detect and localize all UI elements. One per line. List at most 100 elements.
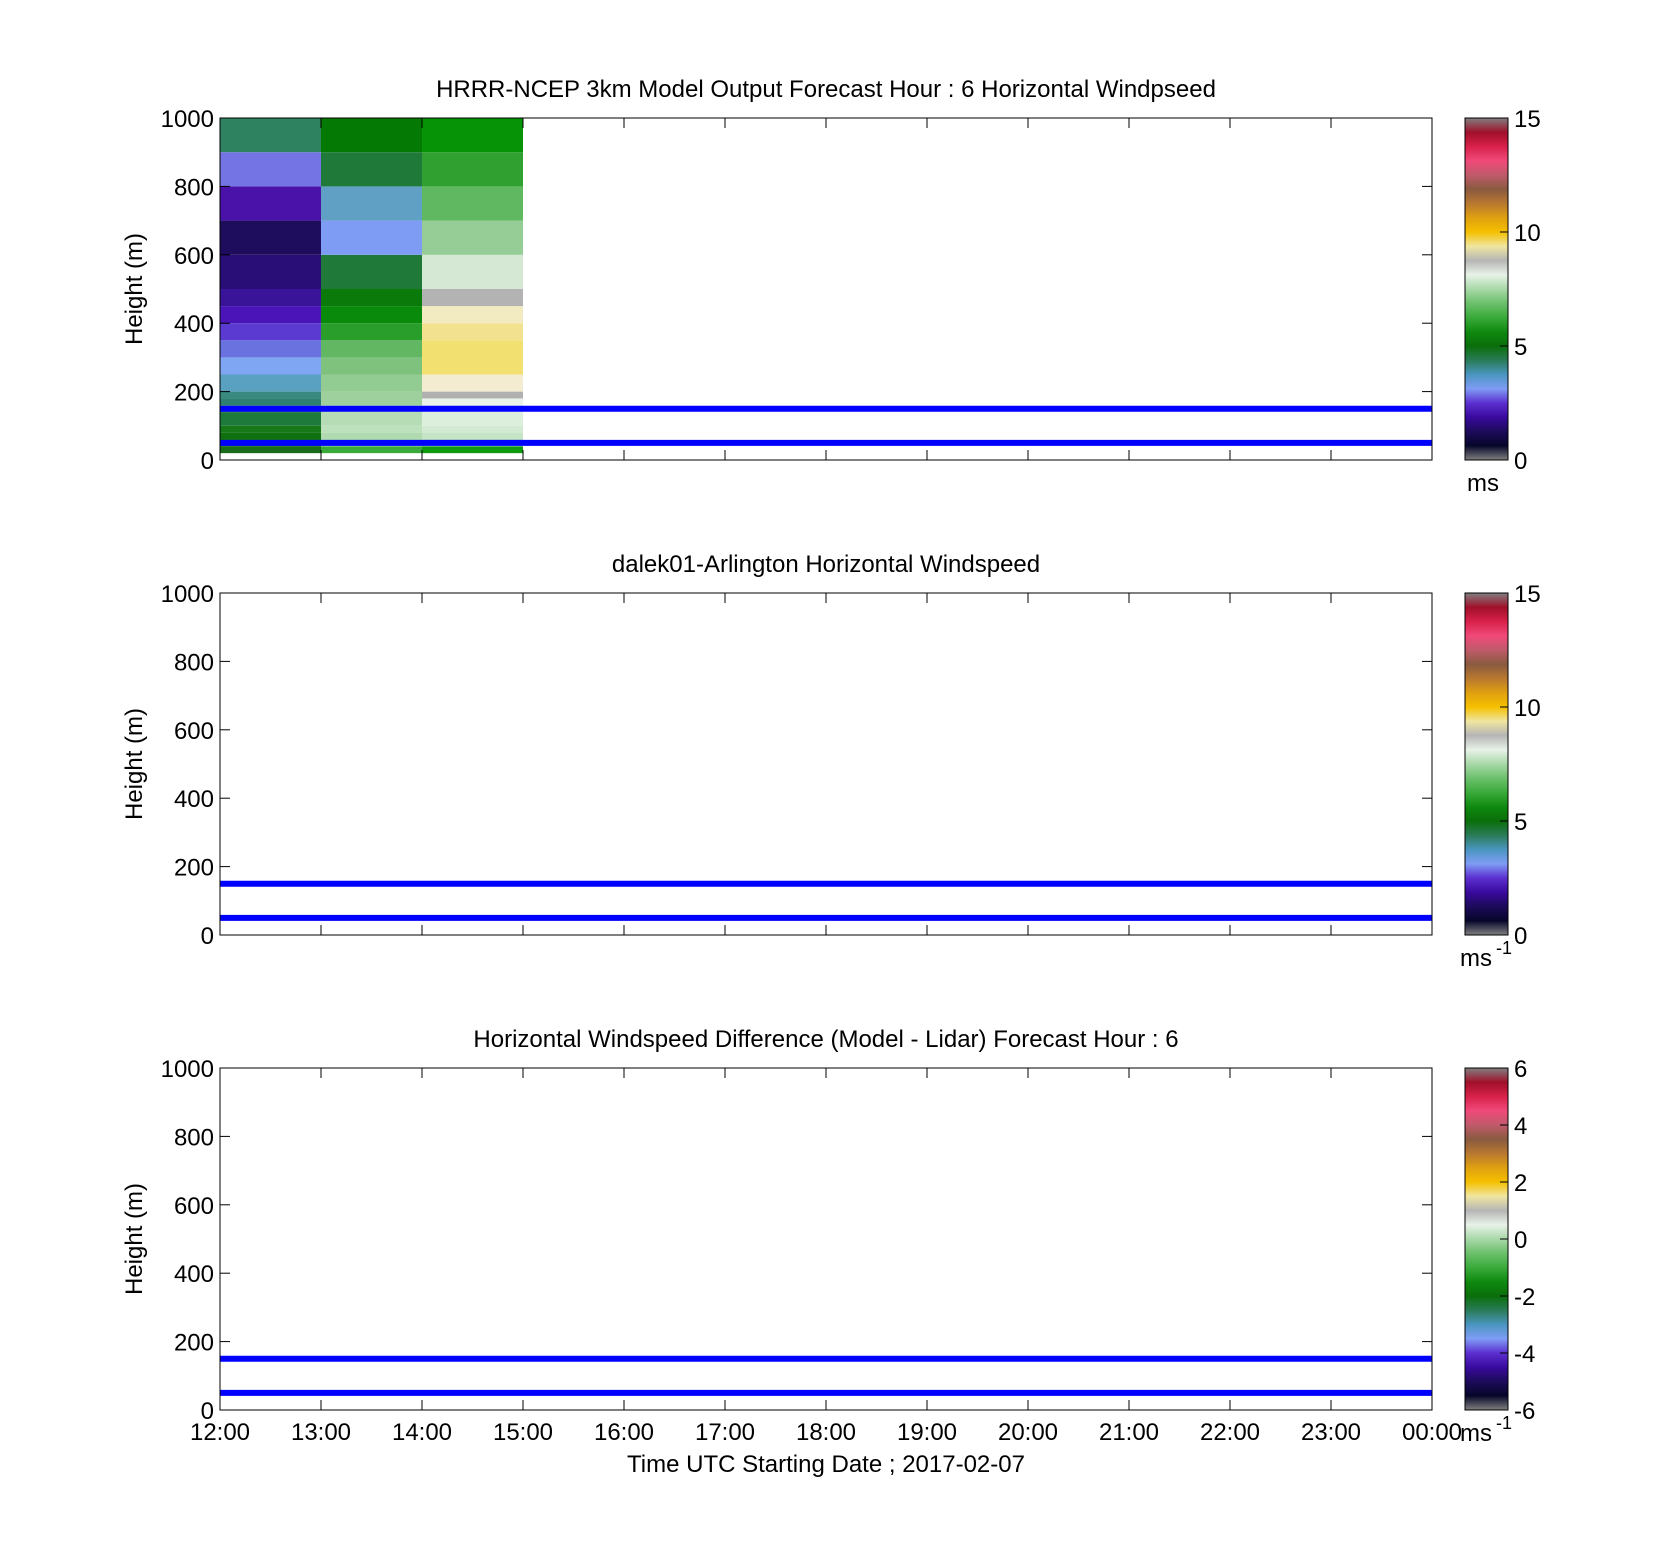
heatmap-cell [422,254,523,289]
heatmap-cell [220,289,321,307]
x-tick-label: 00:00 [1402,1419,1462,1446]
heatmap-cell [321,118,422,153]
heatmap-cell [321,323,422,341]
heatmap-cell [220,391,321,399]
heatmap-cell [422,306,523,324]
colorbar-tick-label: 6 [1514,1056,1527,1083]
heatmap-cell [321,425,422,433]
heatmap-cell [220,118,321,153]
heatmap-cell [220,398,321,406]
panel-title: HRRR-NCEP 3km Model Output Forecast Hour… [436,76,1216,103]
heatmap-cell [220,432,321,440]
y-axis-label: Height (m) [121,233,148,345]
colorbar-unit: ms [1460,945,1492,972]
y-tick-label: 200 [174,1330,214,1357]
heatmap-cell [220,323,321,341]
heatmap-cell [220,374,321,392]
y-tick-label: 200 [174,855,214,882]
y-tick-label: 1000 [161,106,214,133]
x-tick-label: 14:00 [392,1419,452,1446]
heatmap-cell [220,412,321,426]
x-tick-label: 18:00 [796,1419,856,1446]
colorbar [1465,118,1508,460]
heatmap-cell [220,425,321,433]
heatmap-cell [422,374,523,392]
colorbar-tick-label: 10 [1514,220,1541,247]
y-tick-label: 600 [174,243,214,270]
y-axis-label: Height (m) [121,708,148,820]
heatmap-cell [321,432,422,440]
y-tick-label: 200 [174,380,214,407]
heatmap-cell [321,340,422,358]
heatmap-cell [220,340,321,358]
colorbar-tick-label: 0 [1514,448,1527,475]
heatmap-cell [422,340,523,375]
heatmap-cell [321,412,422,426]
heatmap-cell [422,432,523,440]
colorbar-unit-exponent: -1 [1496,1413,1512,1433]
heatmap-cell [422,425,523,433]
colorbar-unit-exponent: -1 [1496,938,1512,958]
colorbar-tick-label: 5 [1514,334,1527,361]
colorbar-frame [1464,117,1509,461]
heatmap-cell [422,220,523,255]
y-tick-label: 400 [174,1261,214,1288]
colorbar-tick-label: 0 [1514,1227,1527,1254]
x-tick-label: 15:00 [493,1419,553,1446]
y-tick-label: 0 [201,1398,214,1425]
y-tick-label: 800 [174,649,214,676]
heatmap-cell [321,357,422,375]
colorbar-tick-label: -2 [1514,1284,1535,1311]
colorbar-tick-label: 5 [1514,809,1527,836]
panel-title: Horizontal Windspeed Difference (Model -… [473,1026,1178,1053]
colorbar-unit: ms [1460,1420,1492,1447]
heatmap-cell [422,412,523,426]
colorbar-tick-label: 15 [1514,106,1541,133]
x-tick-label: 22:00 [1200,1419,1260,1446]
x-tick-label: 13:00 [291,1419,351,1446]
heatmap-cell [321,391,422,406]
colorbar-unit: ms [1467,470,1499,497]
colorbar [1465,593,1508,935]
heatmap-cell [422,186,523,221]
heatmap-cell [321,374,422,392]
colorbar-frame [1464,592,1509,936]
x-tick-label: 16:00 [594,1419,654,1446]
y-tick-label: 800 [174,1124,214,1151]
colorbar-tick-label: 15 [1514,581,1541,608]
x-tick-label: 20:00 [998,1419,1058,1446]
x-tick-label: 19:00 [897,1419,957,1446]
heatmap-cell [220,357,321,375]
colorbar-tick-label: 4 [1514,1113,1527,1140]
colorbar-tick-label: -4 [1514,1341,1535,1368]
y-tick-label: 0 [201,448,214,475]
colorbar-tick-label: 2 [1514,1170,1527,1197]
heatmap-cell [422,118,523,153]
heatmap-cell [220,186,321,221]
heatmap-cell [321,186,422,221]
y-tick-label: 400 [174,786,214,813]
panel-title: dalek01-Arlington Horizontal Windspeed [612,551,1040,578]
heatmap-cell [220,152,321,187]
colorbar-tick-label: 10 [1514,695,1541,722]
colorbar-tick-label: -6 [1514,1398,1535,1425]
y-tick-label: 600 [174,1193,214,1220]
heatmap-cell [422,152,523,187]
heatmap-cell [321,289,422,307]
y-tick-label: 1000 [161,581,214,608]
heatmap-cell [422,323,523,341]
x-tick-label: 23:00 [1301,1419,1361,1446]
x-tick-label: 21:00 [1099,1419,1159,1446]
x-tick-label: 12:00 [190,1419,250,1446]
heatmap-cell [422,391,523,399]
y-tick-label: 0 [201,923,214,950]
heatmap-cell [321,152,422,187]
heatmap-cell [321,306,422,324]
y-tick-label: 800 [174,174,214,201]
heatmap-cell [321,446,422,454]
heatmap-cell [422,446,523,454]
heatmap-cell [220,446,321,454]
heatmap-cell [321,220,422,255]
heatmap-cell [220,220,321,255]
